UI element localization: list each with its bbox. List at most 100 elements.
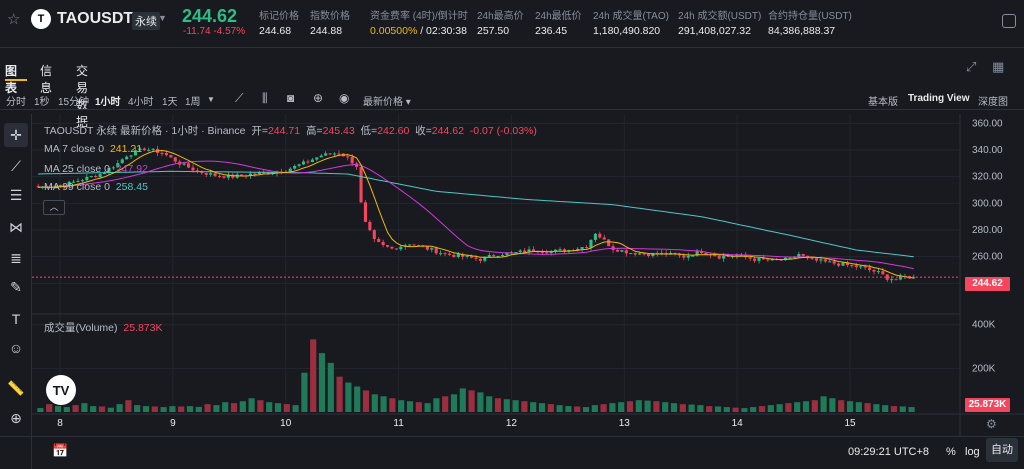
- candle-body: [788, 257, 792, 259]
- candle-body: [257, 172, 261, 175]
- stat-value: 257.50: [477, 25, 510, 37]
- volume-bar: [714, 406, 722, 412]
- date-range-icon[interactable]: 📅: [52, 443, 69, 458]
- trend-line-icon[interactable]: ⟋: [11, 158, 21, 174]
- legend-open-label: 开=: [251, 125, 268, 137]
- chart-settings-icon[interactable]: ◉: [339, 91, 350, 105]
- candle-body: [363, 202, 367, 222]
- candle-body: [890, 279, 894, 281]
- add-indicator-icon[interactable]: ⊕: [313, 91, 324, 105]
- candle-body: [646, 254, 651, 256]
- candle-body: [76, 181, 80, 183]
- candle-body: [98, 174, 102, 178]
- candle-body: [253, 173, 257, 175]
- volume-bar: [389, 398, 396, 412]
- tab-info[interactable]: 信息: [40, 64, 53, 95]
- zoom-in-icon[interactable]: ⊕: [10, 410, 22, 426]
- interval-1h[interactable]: 1小时: [95, 97, 121, 108]
- active-tab-indicator: [5, 79, 27, 81]
- volume-bar: [46, 404, 53, 412]
- candle-body: [620, 250, 624, 252]
- tao-logo-icon: T: [31, 9, 51, 29]
- volume-bar: [204, 404, 211, 412]
- volume-bar: [90, 406, 97, 412]
- candle-body: [558, 249, 562, 251]
- candle-body: [766, 259, 770, 261]
- ruler-icon[interactable]: 📏: [7, 380, 25, 396]
- volume-bar: [107, 407, 114, 412]
- candle-body: [814, 258, 819, 261]
- symbol-name[interactable]: TAOUSDT: [57, 10, 134, 27]
- volume-bar: [706, 406, 713, 412]
- candle-body: [735, 255, 739, 257]
- candle-body: [63, 185, 67, 187]
- candle-body: [841, 262, 845, 266]
- camera-icon[interactable]: ◙: [287, 91, 295, 105]
- volume-bar: [855, 402, 862, 412]
- volume-bar: [151, 406, 158, 412]
- volume-bar: [54, 406, 62, 412]
- candle-body: [704, 253, 708, 255]
- interval-15m[interactable]: 15分钟: [58, 97, 90, 108]
- pattern-icon[interactable]: ⋈: [9, 219, 23, 235]
- candle-body: [478, 258, 482, 261]
- settings-icon[interactable]: [1002, 14, 1016, 28]
- candle-body: [868, 267, 872, 270]
- tab-trading-data[interactable]: 交易数据: [76, 64, 89, 129]
- candle-body: [337, 153, 341, 155]
- auto-scale-toggle[interactable]: 自动: [986, 438, 1018, 462]
- interval-dropdown-icon[interactable]: ▼: [207, 95, 215, 104]
- favorite-star-icon[interactable]: ☆: [7, 11, 21, 28]
- candle-type-icon[interactable]: ⫼: [262, 91, 268, 105]
- fib-icon[interactable]: ≣: [10, 250, 22, 266]
- interval-1s[interactable]: 1秒: [34, 97, 50, 108]
- candle-body: [465, 255, 469, 257]
- candle-body: [217, 175, 222, 177]
- candle-body: [89, 176, 93, 178]
- candle-body: [368, 221, 372, 231]
- view-depth[interactable]: 深度图: [978, 97, 1008, 108]
- interval-4h[interactable]: 4小时: [128, 97, 154, 108]
- symbol-dropdown-icon[interactable]: ▼: [158, 13, 167, 23]
- candle-body: [85, 176, 89, 181]
- expand-icon[interactable]: ⤢: [966, 59, 977, 74]
- brush-icon[interactable]: ✎: [10, 279, 22, 295]
- percent-toggle[interactable]: %: [946, 446, 956, 458]
- volume-bar: [371, 394, 378, 412]
- candle-body: [107, 167, 111, 173]
- candle-body: [500, 255, 505, 257]
- volume-bar: [266, 402, 273, 412]
- volume-bar: [635, 400, 642, 412]
- indicator-icon[interactable]: ⟋: [235, 91, 244, 105]
- interval-1w[interactable]: 1周: [185, 97, 201, 108]
- time-tick-label: 10: [280, 418, 292, 429]
- ma99-line: [38, 170, 914, 258]
- volume-bar: [670, 403, 678, 412]
- volume-bar: [776, 404, 783, 412]
- interval-1d[interactable]: 1天: [162, 97, 178, 108]
- view-basic[interactable]: 基本版: [868, 97, 898, 108]
- view-tradingview[interactable]: Trading View: [908, 93, 970, 104]
- candle-body: [470, 255, 474, 258]
- funding-countdown: / 02:30:38: [417, 25, 467, 37]
- volume-bar: [846, 401, 854, 412]
- interval-time[interactable]: 分时: [6, 97, 26, 108]
- layout-grid-icon[interactable]: ▦: [992, 59, 1005, 74]
- horizontal-lines-icon[interactable]: ☰: [9, 187, 23, 203]
- price-change: -11.74 -4.57%: [183, 26, 245, 37]
- collapse-legend-icon[interactable]: ︿: [43, 200, 65, 215]
- candle-body: [36, 186, 40, 188]
- text-tool-icon[interactable]: T: [11, 311, 21, 327]
- chart-footer: 📅 09:29:21 UTC+8 % log: [0, 436, 1024, 469]
- candle-body: [638, 253, 642, 255]
- candle-body: [757, 258, 761, 261]
- axis-settings-icon[interactable]: ⚙: [986, 417, 997, 431]
- price-type-select[interactable]: 最新价格 ▾: [363, 97, 411, 108]
- tab-chart[interactable]: 图表: [5, 64, 18, 95]
- price-tick-label: 260.00: [972, 252, 1003, 263]
- candle-body: [390, 246, 394, 249]
- crosshair-icon[interactable]: ✛: [4, 123, 28, 147]
- log-toggle[interactable]: log: [965, 446, 980, 458]
- emoji-icon[interactable]: ☺: [8, 340, 24, 356]
